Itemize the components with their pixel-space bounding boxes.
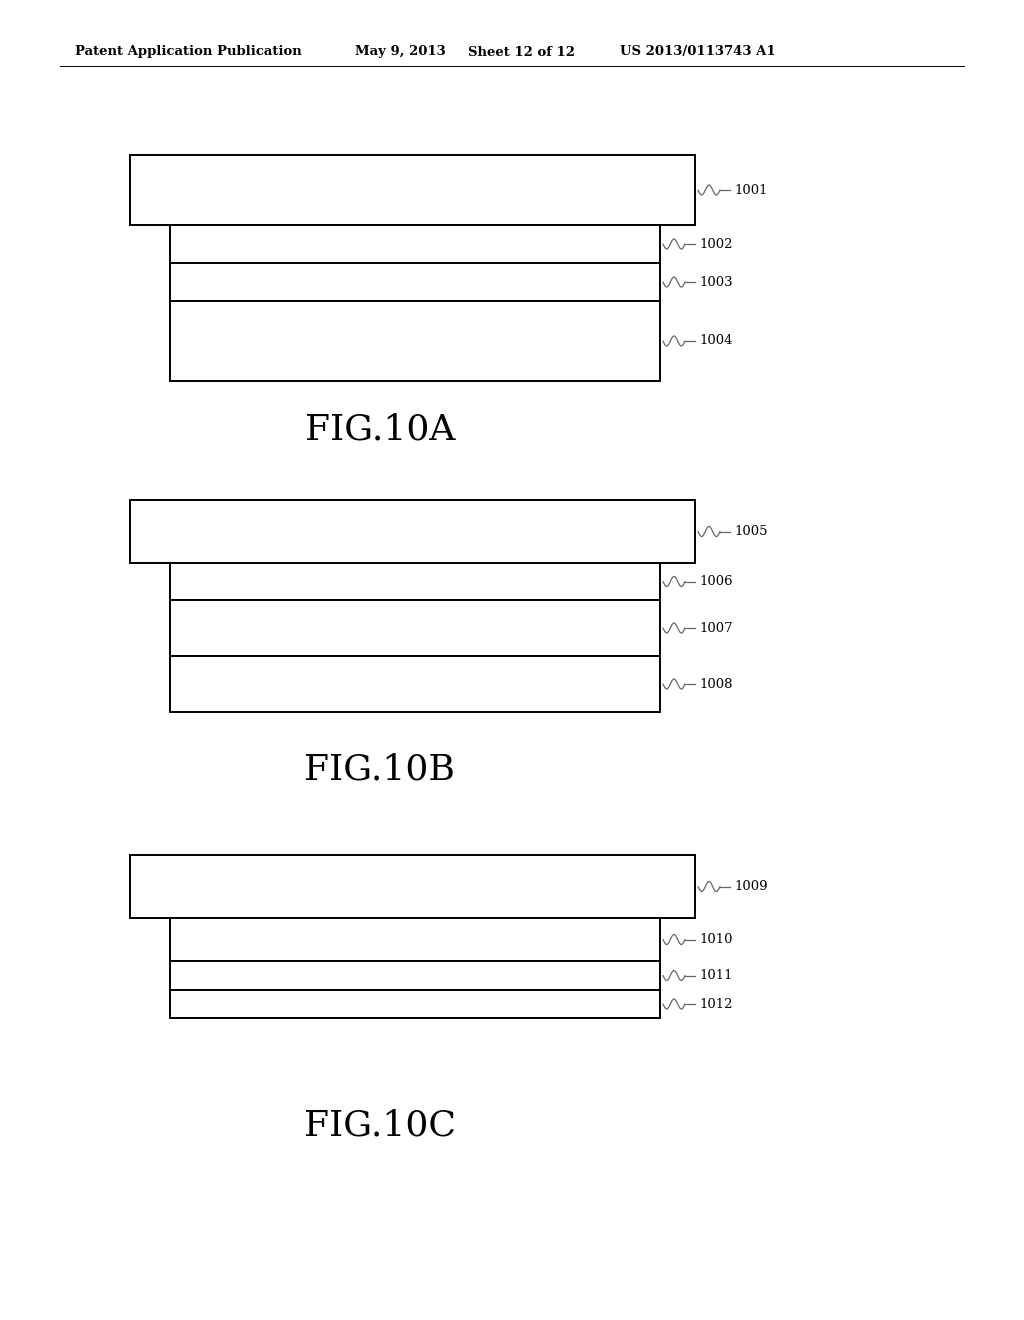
Text: 1002: 1002 <box>699 238 732 251</box>
Text: FIG.10B: FIG.10B <box>304 752 456 787</box>
Text: 1012: 1012 <box>699 998 732 1011</box>
Text: 1004: 1004 <box>699 334 732 347</box>
Bar <box>170 961 660 990</box>
Text: May 9, 2013: May 9, 2013 <box>355 45 445 58</box>
Bar <box>170 564 660 601</box>
Bar <box>170 224 660 263</box>
Text: US 2013/0113743 A1: US 2013/0113743 A1 <box>620 45 775 58</box>
Text: 1005: 1005 <box>734 525 768 539</box>
Bar <box>170 301 660 381</box>
Text: 1011: 1011 <box>699 969 732 982</box>
Bar <box>130 500 695 564</box>
Bar <box>170 917 660 961</box>
Text: Patent Application Publication: Patent Application Publication <box>75 45 302 58</box>
Text: Sheet 12 of 12: Sheet 12 of 12 <box>468 45 575 58</box>
Bar <box>170 601 660 656</box>
Text: 1009: 1009 <box>734 880 768 894</box>
Bar <box>170 263 660 301</box>
Text: 1008: 1008 <box>699 677 732 690</box>
Text: 1006: 1006 <box>699 576 732 587</box>
Text: FIG.10A: FIG.10A <box>305 413 456 447</box>
Bar <box>130 154 695 224</box>
Text: 1007: 1007 <box>699 622 732 635</box>
Text: FIG.10C: FIG.10C <box>304 1107 456 1142</box>
Bar <box>170 656 660 711</box>
Text: 1010: 1010 <box>699 933 732 946</box>
Bar <box>130 855 695 917</box>
Text: 1001: 1001 <box>734 183 768 197</box>
Text: 1003: 1003 <box>699 276 732 289</box>
Bar <box>170 990 660 1018</box>
